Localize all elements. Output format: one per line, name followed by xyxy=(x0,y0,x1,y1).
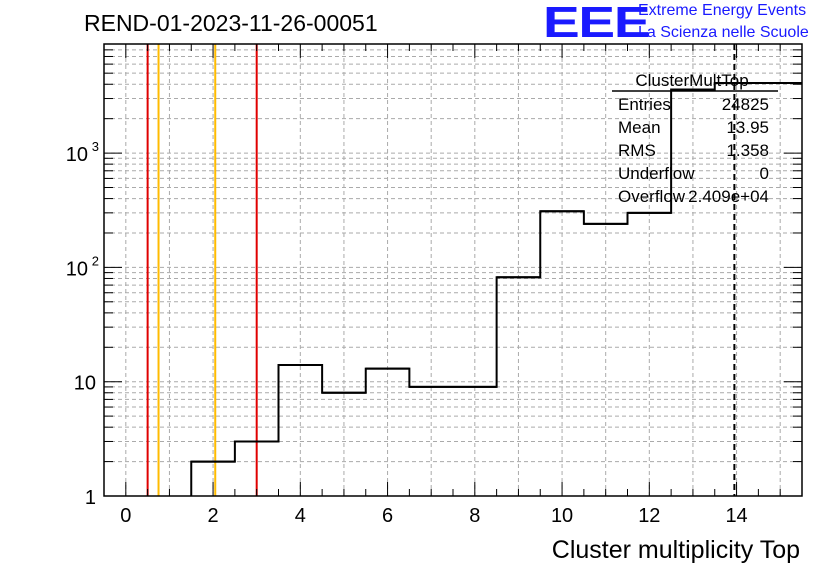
plot-frame xyxy=(103,43,803,497)
page-title: REND-01-2023-11-26-00051 xyxy=(84,10,378,36)
stats-row-label: Entries xyxy=(618,95,671,114)
eee-logo: EEE xyxy=(543,0,651,47)
x-tick-labels: 0 2 4 6 8 10 12 14 xyxy=(120,505,747,527)
stats-box-title: ClusterMultTop xyxy=(635,71,748,90)
grid-lines xyxy=(104,43,802,497)
y-tick-labels: 1 10 10 2 10 3 xyxy=(66,139,99,509)
stats-row-value: 1.358 xyxy=(726,141,769,160)
x-tick-label: 8 xyxy=(469,505,480,527)
logo-text-line2: La Scienza nelle Scuole xyxy=(638,24,809,41)
y-tick-label: 10 xyxy=(74,373,96,395)
y-tick-label: 10 xyxy=(66,258,88,280)
axis-ticks xyxy=(104,43,802,497)
x-tick-label: 12 xyxy=(638,505,660,527)
x-tick-label: 0 xyxy=(120,505,131,527)
x-tick-label: 14 xyxy=(725,505,747,527)
stats-row-value: 24825 xyxy=(722,95,769,114)
stats-row-value: 13.95 xyxy=(726,118,769,137)
vertical-marker-lines xyxy=(146,44,736,496)
logo-text-line1: Extreme Energy Events xyxy=(638,2,807,19)
y-tick-label: 10 xyxy=(66,144,88,166)
x-tick-label: 10 xyxy=(551,505,573,527)
y-tick-label: 1 xyxy=(85,487,96,509)
stats-row-value: 0 xyxy=(760,164,769,183)
stats-row-label: Mean xyxy=(618,118,661,137)
x-axis-title: Cluster multiplicity Top xyxy=(552,536,800,564)
y-tick-exponent: 3 xyxy=(92,139,99,154)
x-tick-label: 4 xyxy=(295,505,306,527)
histogram-series xyxy=(190,82,802,496)
stats-row-label: Overflow xyxy=(618,187,686,206)
x-tick-label: 6 xyxy=(382,505,393,527)
stats-row-value: 2.409e+04 xyxy=(688,187,769,206)
x-tick-label: 2 xyxy=(208,505,219,527)
stats-row-label: RMS xyxy=(618,141,656,160)
histogram-outline xyxy=(190,82,802,496)
stats-box: ClusterMultTop Entries 24825 Mean 13.95 RMS 1… xyxy=(612,71,778,206)
stats-row-label: Underflow xyxy=(618,164,695,183)
y-tick-exponent: 2 xyxy=(92,253,99,268)
